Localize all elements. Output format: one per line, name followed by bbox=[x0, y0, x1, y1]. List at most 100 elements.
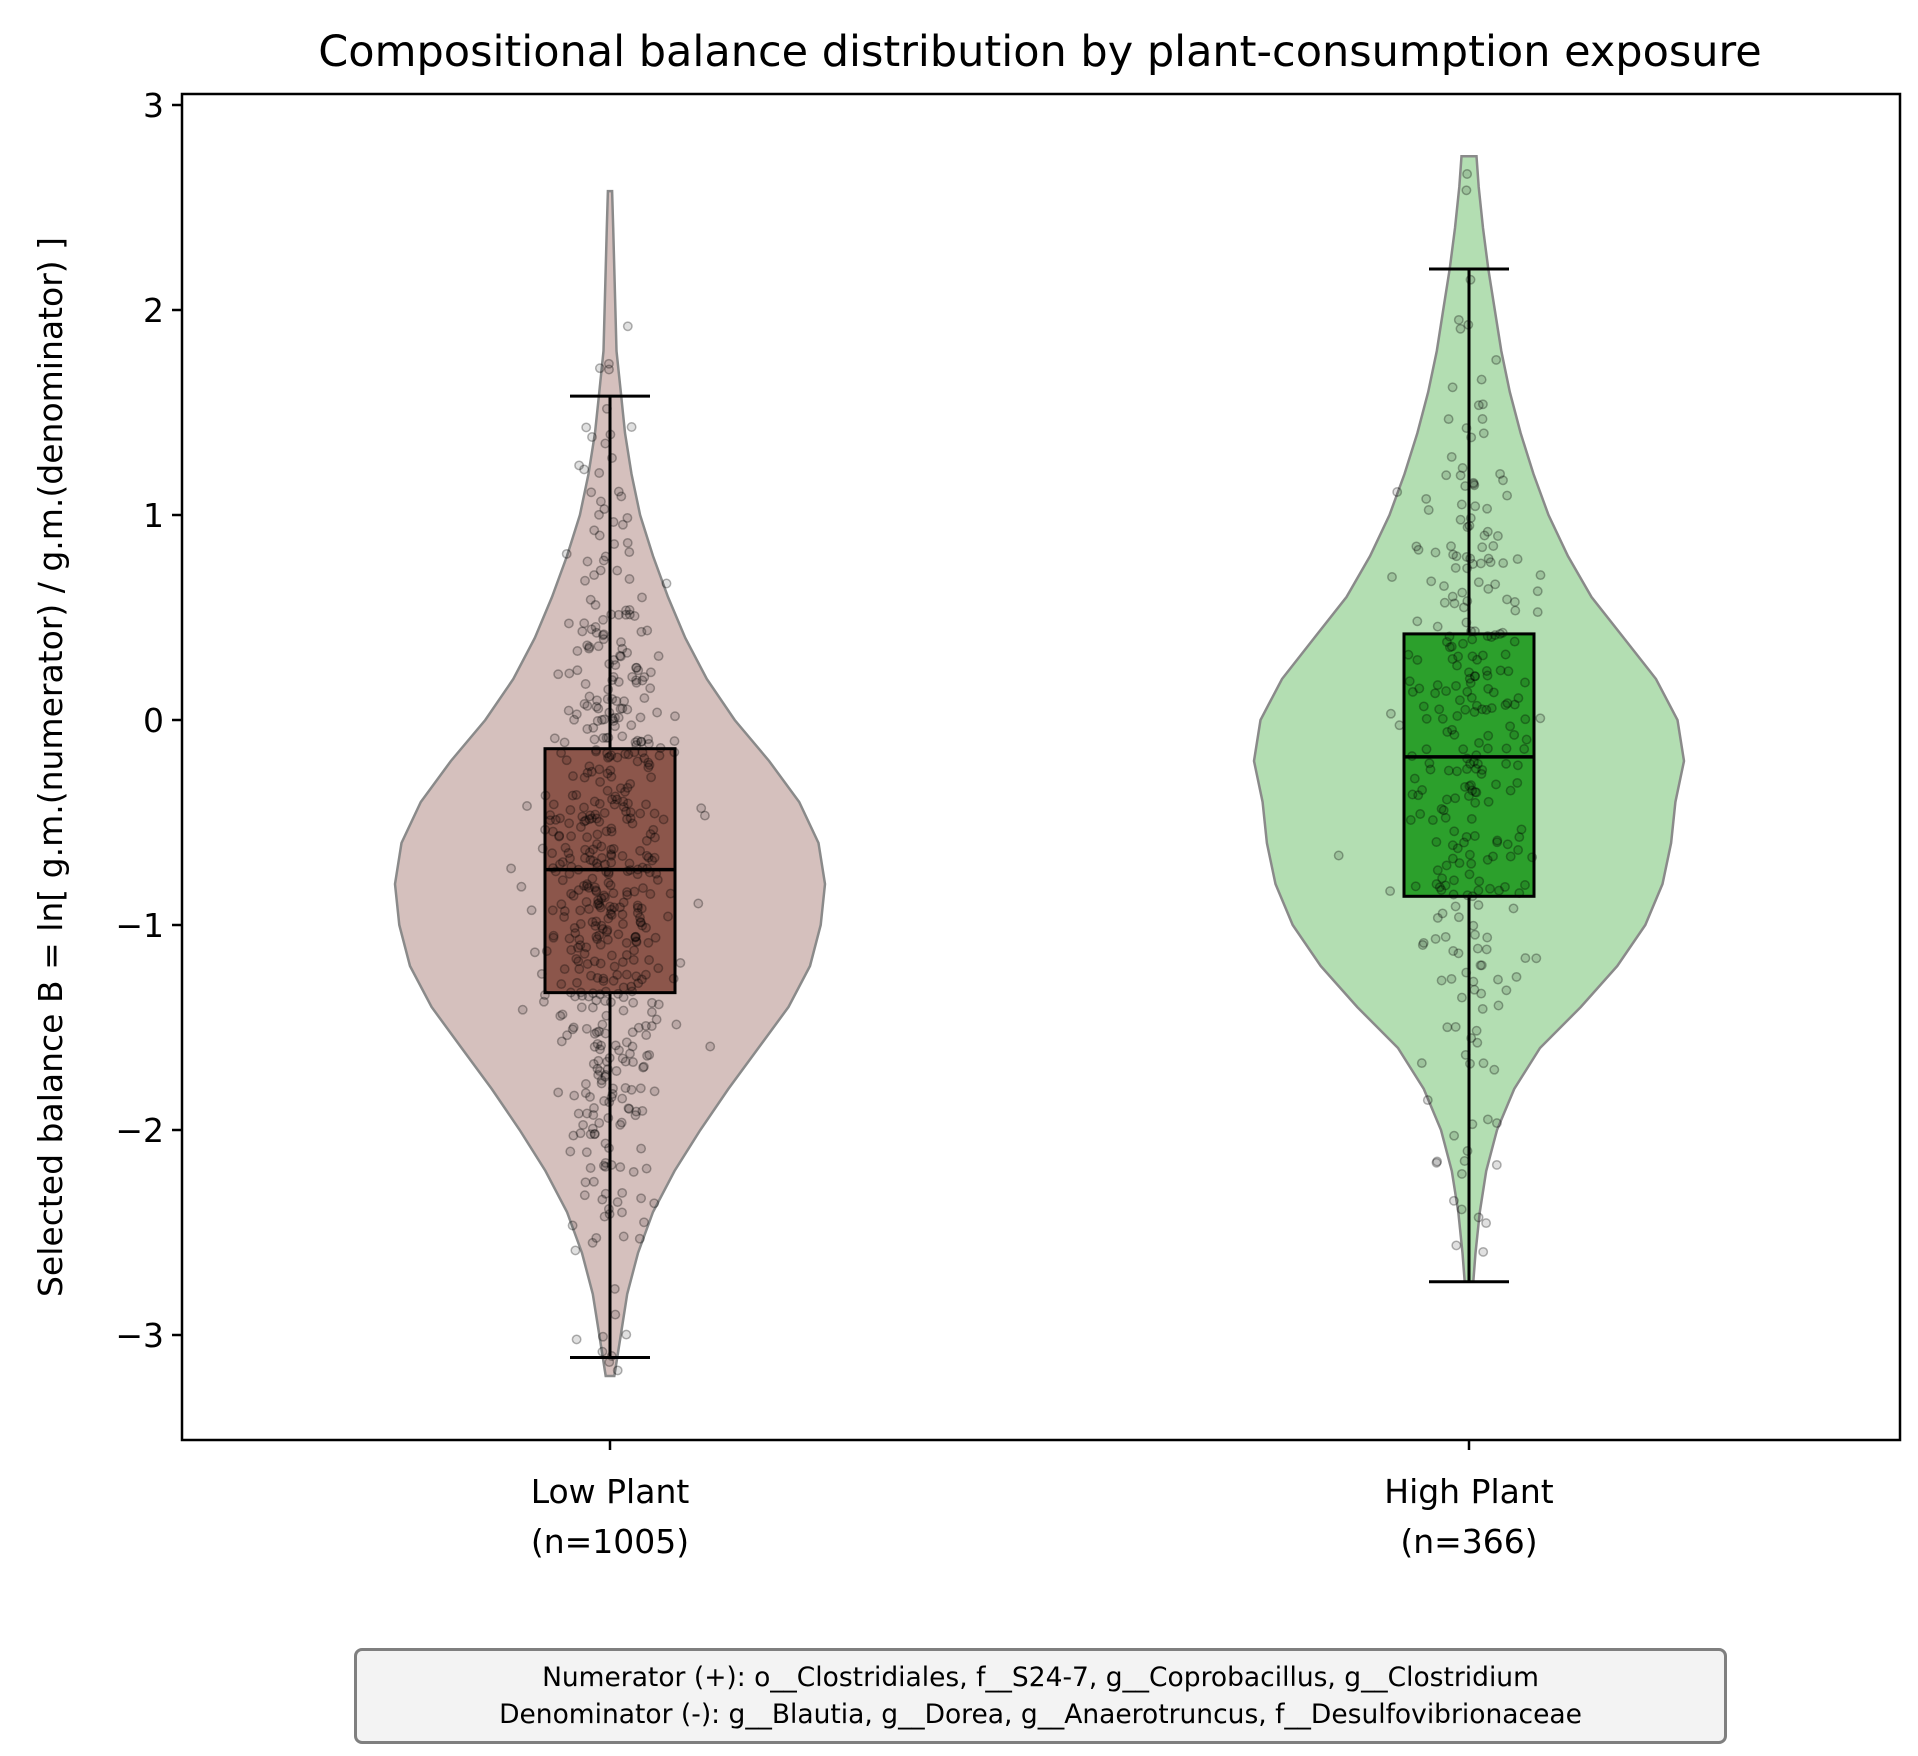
data-point bbox=[642, 625, 653, 636]
data-point bbox=[589, 734, 600, 745]
data-point bbox=[1448, 549, 1459, 560]
data-point bbox=[1485, 557, 1496, 568]
data-point bbox=[621, 950, 632, 960]
data-point bbox=[570, 928, 581, 939]
data-point bbox=[1443, 414, 1454, 425]
data-point bbox=[540, 824, 551, 835]
data-point bbox=[581, 1023, 592, 1034]
data-point bbox=[1483, 583, 1494, 594]
data-point bbox=[1437, 713, 1448, 724]
data-point bbox=[647, 855, 658, 866]
data-point bbox=[1469, 626, 1480, 637]
data-point bbox=[1469, 671, 1480, 682]
data-point bbox=[554, 831, 565, 842]
data-point bbox=[602, 1064, 613, 1075]
data-point bbox=[563, 848, 574, 858]
data-point bbox=[1464, 520, 1475, 531]
data-point bbox=[608, 888, 619, 899]
data-point bbox=[1441, 636, 1452, 647]
data-point bbox=[1535, 570, 1546, 581]
data-point bbox=[607, 453, 617, 463]
data-point bbox=[608, 654, 619, 665]
data-point bbox=[604, 901, 615, 912]
data-point bbox=[644, 1049, 655, 1060]
data-point bbox=[598, 732, 609, 743]
data-point bbox=[537, 843, 548, 854]
data-point bbox=[577, 811, 588, 822]
data-point bbox=[1434, 882, 1445, 893]
data-point bbox=[594, 930, 605, 941]
data-point bbox=[591, 931, 602, 942]
data-point bbox=[603, 752, 613, 763]
data-point bbox=[569, 714, 580, 725]
data-point bbox=[639, 693, 650, 704]
data-point bbox=[1520, 880, 1530, 890]
data-point bbox=[620, 1083, 631, 1093]
data-point bbox=[589, 1103, 599, 1113]
data-point bbox=[590, 599, 601, 610]
data-point bbox=[588, 1110, 599, 1120]
data-point bbox=[560, 842, 571, 853]
data-point bbox=[1333, 850, 1344, 861]
data-point bbox=[627, 671, 638, 682]
data-point bbox=[1509, 699, 1520, 710]
x-tick-label-group: Low Plant bbox=[531, 1472, 690, 1511]
data-point bbox=[622, 537, 633, 548]
data-point bbox=[581, 942, 592, 953]
data-point bbox=[600, 1028, 611, 1039]
data-point bbox=[1462, 890, 1473, 901]
data-point bbox=[580, 575, 590, 586]
data-point bbox=[1432, 865, 1443, 876]
data-point bbox=[1473, 885, 1484, 896]
data-point bbox=[622, 647, 633, 658]
data-point bbox=[637, 747, 648, 758]
data-point bbox=[588, 1058, 599, 1069]
data-point bbox=[1482, 526, 1493, 537]
data-point bbox=[607, 694, 618, 705]
data-point bbox=[575, 987, 586, 998]
data-point bbox=[574, 964, 585, 974]
data-point bbox=[1493, 1000, 1504, 1011]
data-point bbox=[589, 570, 600, 581]
data-point bbox=[594, 509, 604, 520]
data-point bbox=[1482, 1114, 1493, 1125]
numerator-note: Numerator (+): o__Clostridiales, f__S24-… bbox=[542, 1662, 1539, 1693]
data-point bbox=[592, 972, 603, 983]
data-point bbox=[606, 850, 617, 861]
data-point bbox=[1532, 586, 1543, 597]
data-point bbox=[1469, 831, 1480, 841]
data-point bbox=[631, 662, 642, 673]
data-point bbox=[1427, 815, 1438, 826]
data-point bbox=[1458, 602, 1469, 613]
data-point bbox=[595, 496, 606, 507]
data-point bbox=[601, 926, 612, 937]
data-point bbox=[621, 806, 631, 817]
data-point bbox=[610, 721, 620, 732]
data-point bbox=[566, 888, 577, 899]
data-point bbox=[598, 634, 609, 645]
data-point bbox=[1443, 765, 1454, 776]
data-point bbox=[1444, 642, 1455, 653]
data-point bbox=[1456, 1204, 1467, 1215]
data-point bbox=[585, 854, 596, 865]
data-point bbox=[582, 881, 592, 892]
data-point bbox=[1436, 885, 1447, 895]
data-point bbox=[598, 614, 609, 625]
data-point bbox=[633, 1022, 644, 1033]
data-point bbox=[1430, 933, 1441, 944]
data-point bbox=[645, 889, 656, 899]
data-point bbox=[615, 1162, 626, 1173]
data-point bbox=[1466, 432, 1477, 443]
data-point bbox=[559, 737, 570, 748]
data-point bbox=[1502, 490, 1513, 501]
data-point bbox=[586, 970, 596, 981]
data-point bbox=[1481, 944, 1492, 955]
data-point bbox=[595, 565, 606, 576]
data-point bbox=[1414, 683, 1425, 694]
data-point bbox=[591, 627, 602, 638]
data-point bbox=[617, 643, 628, 654]
data-point bbox=[592, 1063, 603, 1074]
data-point bbox=[591, 886, 602, 897]
data-point bbox=[1421, 713, 1432, 724]
data-point bbox=[1418, 701, 1429, 712]
